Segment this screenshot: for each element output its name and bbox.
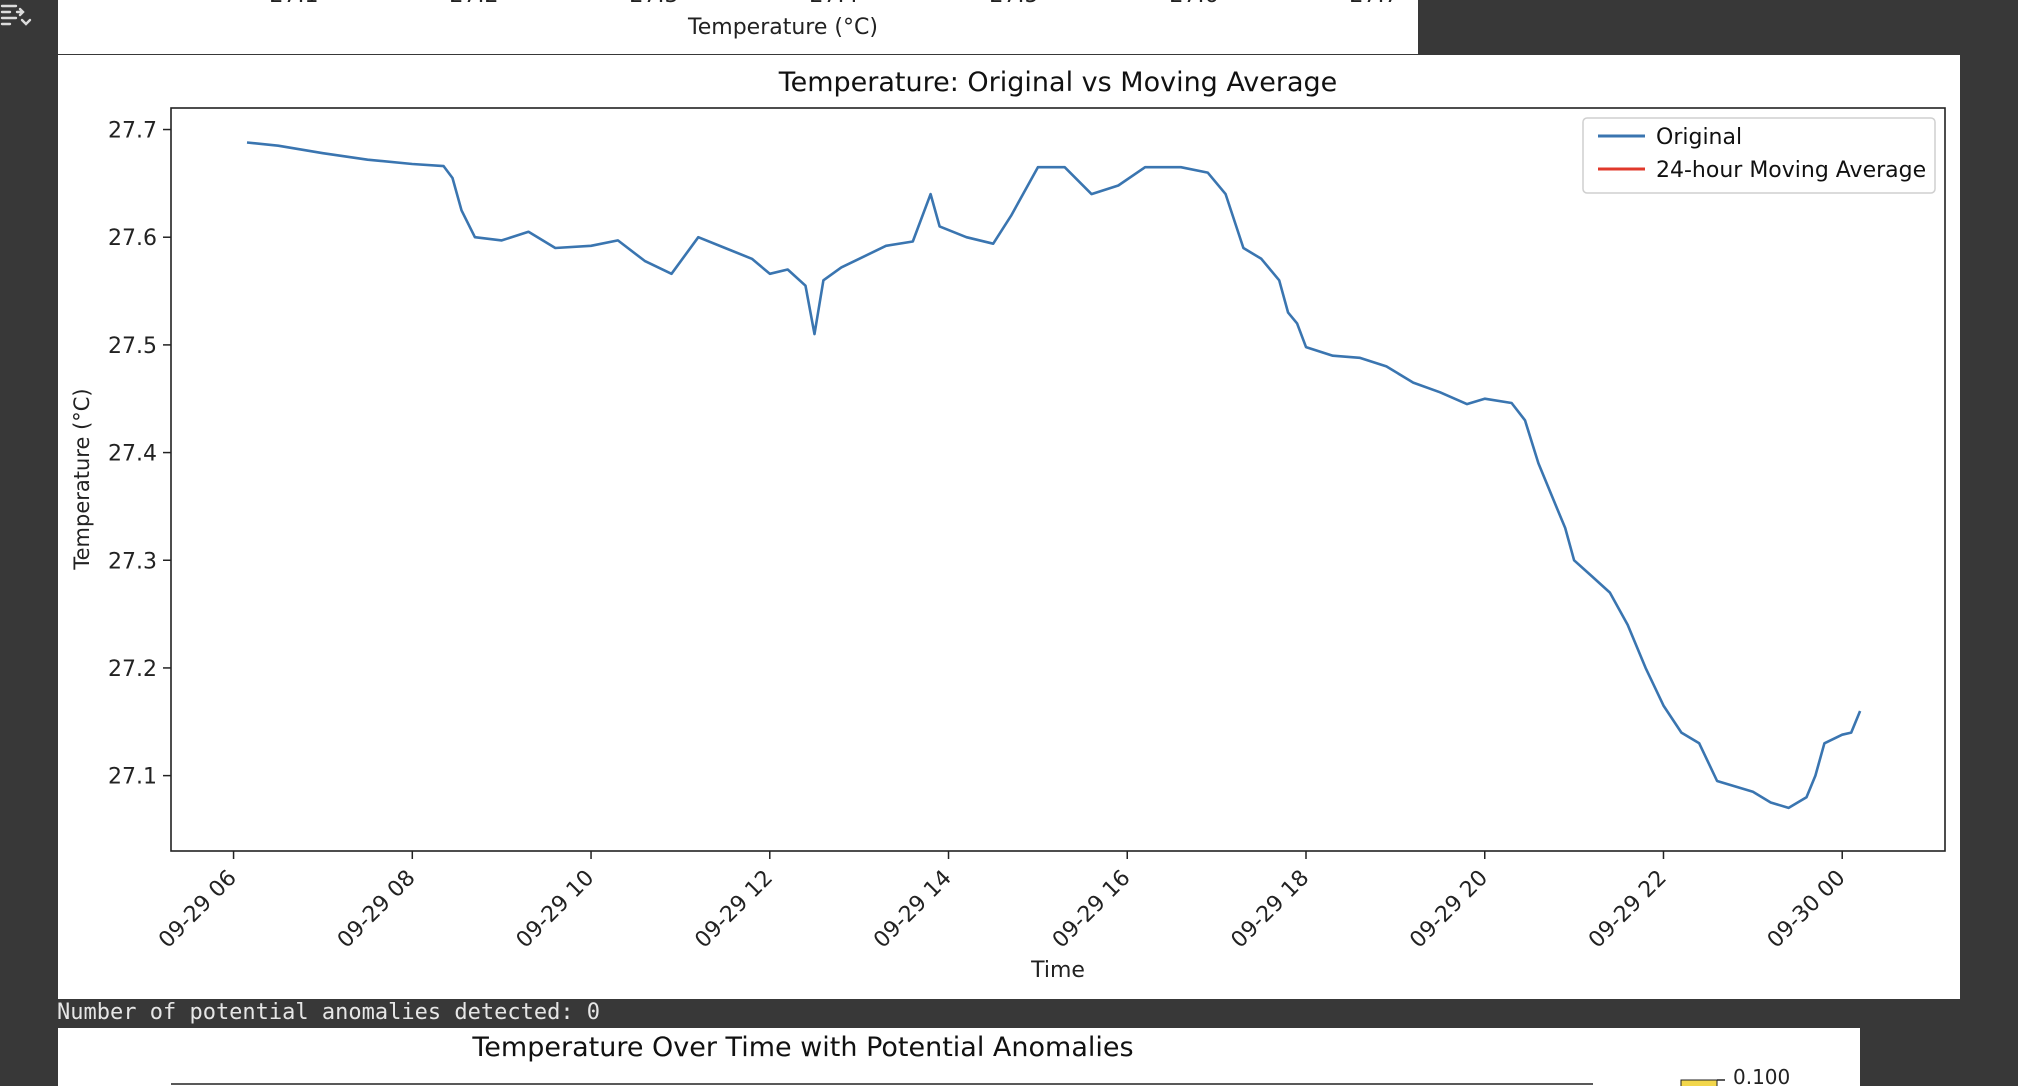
x-axis-label: Time — [1030, 958, 1085, 983]
console-output: Number of potential anomalies detected: … — [57, 1000, 601, 1025]
series-line-0 — [246, 141, 1862, 810]
y-tick-label: 27.3 — [108, 549, 157, 574]
moving-average-chart-panel: Temperature: Original vs Moving Average … — [58, 55, 1960, 999]
y-tick-label: 27.4 — [108, 442, 157, 467]
y-tick-label: 27.6 — [108, 226, 157, 251]
x-tick-label: 09-29 16 — [1048, 866, 1136, 954]
colorbar — [1680, 1079, 1718, 1086]
legend-label-original: Original — [1656, 125, 1742, 150]
previous-figure-xtick-label: 27.2 — [450, 0, 499, 8]
previous-figure-xlabel: Temperature (°C) — [687, 15, 878, 40]
x-tick-label: 09-30 00 — [1763, 866, 1851, 954]
anomalies-figure-panel: Temperature Over Time with Potential Ano… — [58, 1028, 1860, 1086]
y-tick-label: 27.5 — [108, 334, 157, 359]
anomalies-figure-title: Temperature Over Time with Potential Ano… — [471, 1032, 1133, 1063]
legend-label-moving-average: 24-hour Moving Average — [1656, 158, 1926, 183]
x-tick-label: 09-29 20 — [1405, 866, 1493, 954]
previous-figure-xtick-label: 27.1 — [270, 0, 319, 8]
legend-box — [1582, 117, 1936, 194]
plot-frame — [170, 107, 1946, 852]
previous-figure-xtick-label: 27.6 — [1170, 0, 1219, 8]
colorbar-tick-label: 0.100 — [1733, 1065, 1790, 1086]
x-tick-label: 09-29 06 — [154, 866, 242, 954]
y-tick-label: 27.7 — [108, 119, 157, 144]
y-tick-label: 27.2 — [108, 657, 157, 682]
x-tick-label: 09-29 12 — [690, 866, 778, 954]
y-tick-label: 27.1 — [108, 765, 157, 790]
previous-figure-panel: 27.1 27.2 27.3 27.4 27.5 27.6 27.7 Temperature… — [58, 0, 1418, 54]
x-tick-label: 09-29 14 — [869, 866, 957, 954]
y-axis: 27.1 27.2 27.3 27.4 27.5 27.6 27.7 — [108, 119, 171, 790]
legend: Original 24-hour Moving Average — [1582, 117, 1936, 194]
output-toggle-icon[interactable] — [0, 0, 40, 36]
previous-figure-xticks: 27.1 27.2 27.3 27.4 27.5 27.6 27.7 — [270, 0, 1399, 8]
series-layer — [246, 141, 1862, 810]
previous-figure-xtick-label: 27.5 — [990, 0, 1039, 8]
x-tick-label: 09-29 22 — [1584, 866, 1672, 954]
previous-figure-xtick-label: 27.4 — [810, 0, 859, 8]
x-axis: 09-29 06 09-29 08 09-29 10 09-29 12 09-29 14… — [154, 851, 1850, 953]
previous-figure-xtick-label: 27.3 — [630, 0, 679, 8]
x-tick-label: 09-29 18 — [1227, 866, 1315, 954]
chart-title: Temperature: Original vs Moving Average — [778, 67, 1338, 98]
previous-figure-xtick-label: 27.7 — [1350, 0, 1399, 8]
x-tick-label: 09-29 10 — [512, 866, 600, 954]
y-axis-label: Temperature (°C) — [70, 388, 94, 570]
x-tick-label: 09-29 08 — [333, 866, 421, 954]
